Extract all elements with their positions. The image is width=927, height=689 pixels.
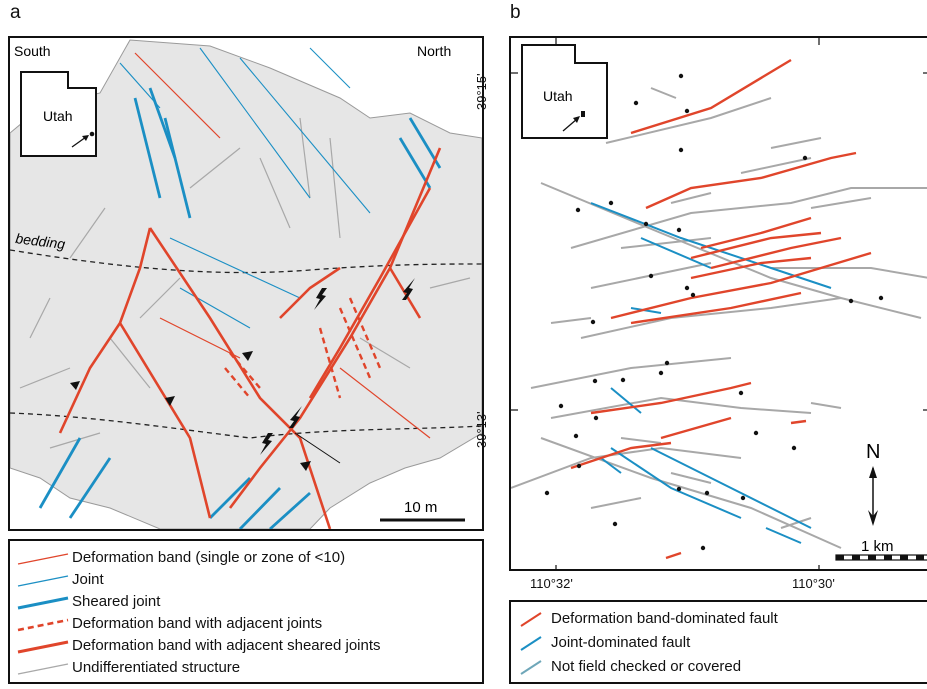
coordinate-ticks: [511, 38, 927, 569]
legend-b-row-deformation-fault: Deformation band-dominated fault: [511, 608, 778, 629]
outcrop-map-svg: Utah South North bedding 10 m: [10, 39, 482, 529]
legend-a-label: Undifferentiated structure: [72, 659, 241, 676]
legend-b-label: Deformation band-dominated fault: [551, 610, 778, 627]
panel-b-map: Utah N 1 km: [509, 36, 927, 571]
bedding-line-upper: [10, 249, 482, 274]
legend-b-gray-swatch: [520, 659, 542, 675]
bedding-label: bedding: [15, 230, 67, 252]
north-label: N: [866, 441, 880, 463]
outcrop-area: [10, 39, 482, 529]
main-faults: [58, 147, 442, 529]
panel-a-inset-label: Utah: [43, 108, 73, 124]
direction-south-label: South: [14, 43, 51, 59]
panel-a-legend: Deformation band (single or zone of <10)…: [8, 539, 484, 684]
legend-a-row-joint: Joint: [10, 569, 104, 590]
legend-b-blue-swatch: [520, 635, 542, 651]
panel-b-scale-label: 1 km: [861, 538, 894, 555]
locator-dot: [89, 131, 95, 137]
legend-a-label: Deformation band (single or zone of <10): [72, 549, 346, 566]
legend-a-label: Deformation band with adjacent sheared j…: [72, 637, 381, 654]
panel-b-legend: Deformation band-dominated fault Joint-d…: [509, 600, 927, 684]
deformation-band-faults: [570, 58, 872, 560]
utah-inset-outline: [20, 71, 97, 157]
legend-a-row-undifferentiated: Undifferentiated structure: [10, 657, 240, 678]
locator-box: [581, 111, 585, 117]
deformation-bands: [134, 52, 431, 439]
legend-a-label: Deformation band with adjacent joints: [72, 615, 323, 632]
legend-thin-gray-swatch: [17, 662, 69, 675]
panel-b-letter: b: [510, 2, 521, 23]
panel-a-map: Utah South North bedding 10 m: [8, 36, 484, 531]
slip-arrows: [70, 278, 415, 471]
joint-dominated-faults: [590, 202, 832, 544]
lat-label-top: 39°15': [474, 73, 489, 110]
panel-a-scale-label: 10 m: [404, 499, 437, 516]
legend-a-label: Joint: [72, 571, 104, 588]
utah-inset-outline-b: [521, 44, 608, 139]
unchecked-faults: [511, 87, 927, 549]
legend-thin-red-swatch: [17, 552, 69, 565]
direction-north-label: North: [417, 43, 451, 59]
legend-b-row-joint-fault: Joint-dominated fault: [511, 632, 690, 653]
legend-thin-blue-swatch: [17, 574, 69, 587]
legend-thick-blue-swatch: [17, 596, 69, 609]
legend-b-red-swatch: [520, 611, 542, 627]
panel-b-inset-label: Utah: [543, 88, 573, 104]
lat-label-bottom: 39°13': [474, 411, 489, 448]
lon-label-right: 110°30': [792, 576, 835, 591]
legend-b-label: Not field checked or covered: [551, 658, 742, 675]
north-arrow-head: [869, 466, 877, 478]
legend-a-row-deformation-band: Deformation band (single or zone of <10): [10, 547, 345, 568]
legend-a-row-sheared-joint: Sheared joint: [10, 591, 160, 612]
panel-a-letter: a: [10, 2, 21, 23]
legend-a-row-dashed-band: Deformation band with adjacent joints: [10, 613, 322, 634]
locator-arrow-b: [562, 118, 578, 132]
legend-dashed-red-swatch: [17, 618, 69, 631]
sheared-joints: [38, 87, 442, 529]
bedding-line-lower: [10, 412, 482, 439]
scale-bar-checks: [836, 555, 924, 560]
legend-thick-red-swatch: [17, 640, 69, 653]
fault-dip-ticks: [544, 73, 884, 551]
legend-b-row-not-checked: Not field checked or covered: [511, 656, 741, 677]
locator-arrow: [71, 136, 87, 148]
legend-b-label: Joint-dominated fault: [551, 634, 691, 651]
panel-b-scale-bar: [835, 554, 927, 561]
lon-label-left: 110°32': [530, 576, 573, 591]
legend-a-row-thick-red: Deformation band with adjacent sheared j…: [10, 635, 381, 656]
dashed-deformation-bands: [224, 297, 382, 399]
undifferentiated-structures: [19, 117, 471, 449]
fault-map-svg: Utah N 1 km: [511, 38, 927, 569]
legend-a-label: Sheared joint: [72, 593, 161, 610]
